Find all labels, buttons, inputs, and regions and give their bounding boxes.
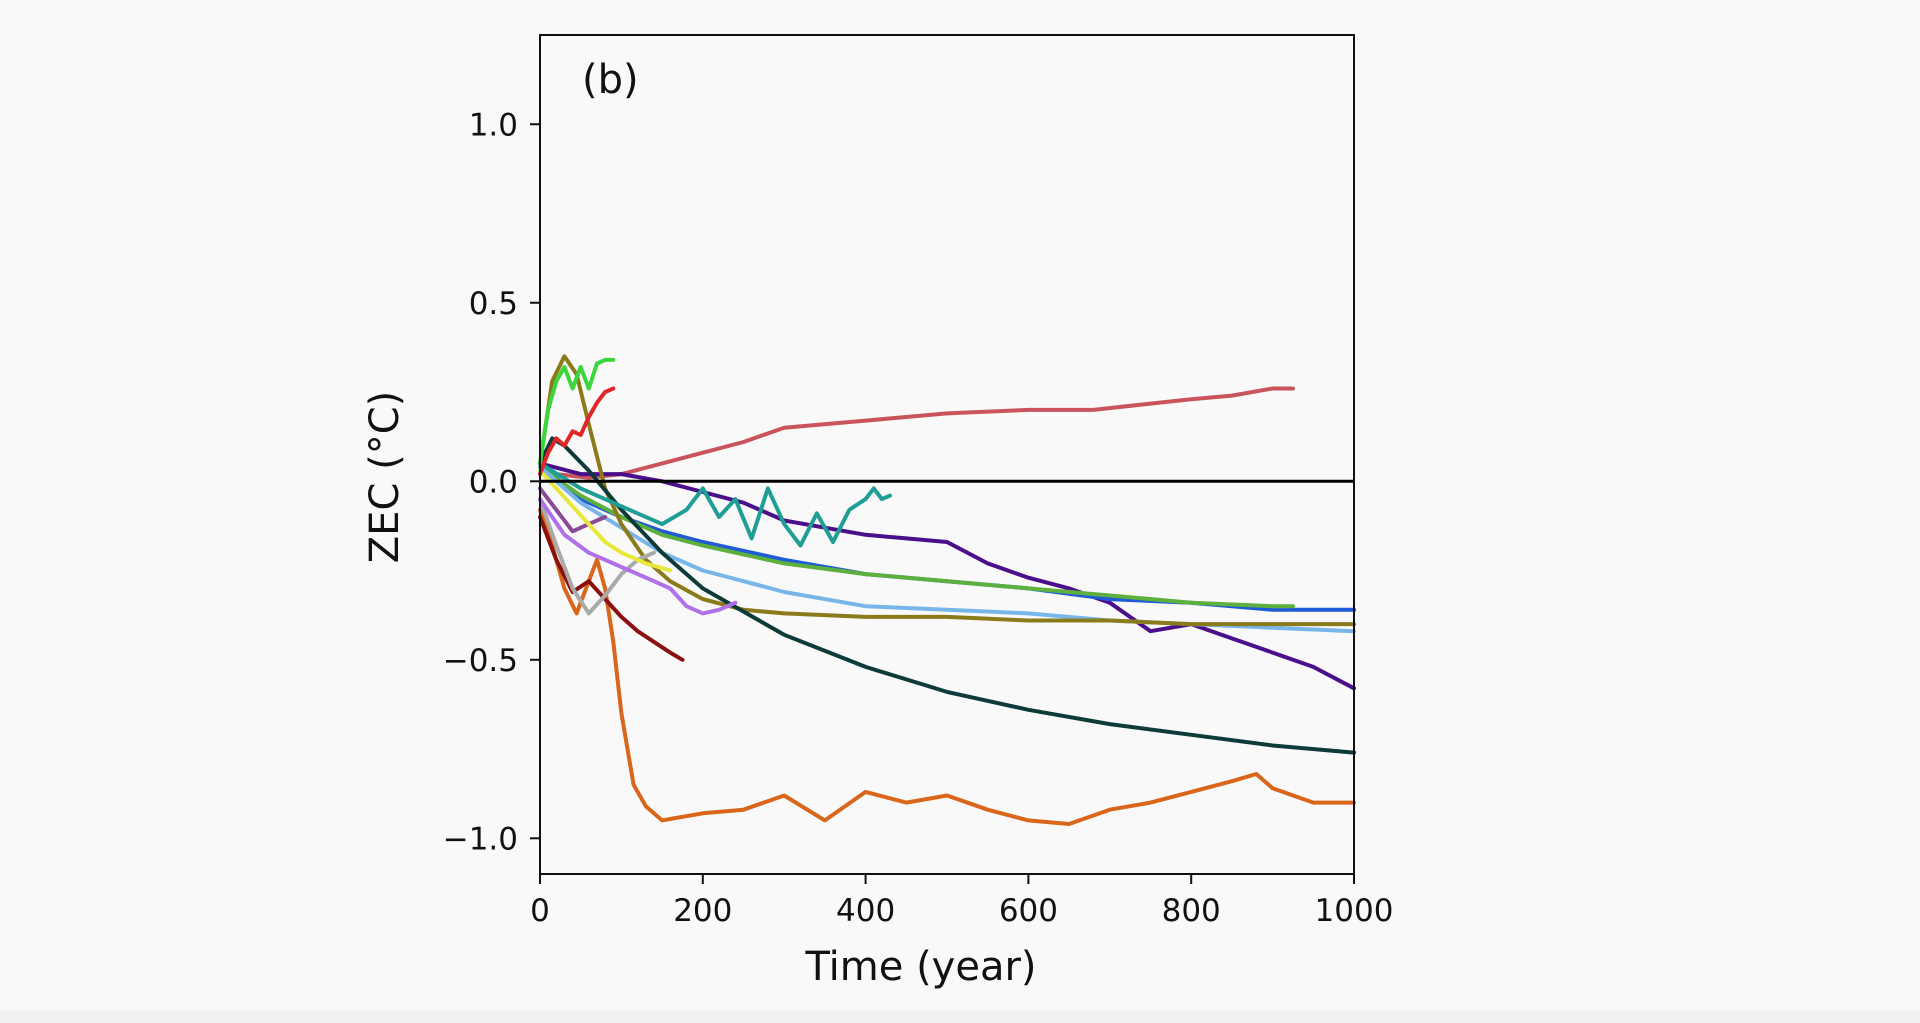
x-tick-label: 600 — [999, 893, 1058, 929]
y-tick-label: 1.0 — [469, 107, 518, 143]
series-line-4 — [538, 465, 1295, 609]
plot-frame — [539, 34, 1355, 875]
series-layer — [538, 354, 1356, 826]
x-axis-title: Time (year) — [804, 944, 1036, 990]
series-line-14 — [538, 468, 673, 573]
x-tick-label: 1000 — [1315, 893, 1394, 929]
series-line-15 — [538, 357, 616, 466]
x-tick-label: 400 — [836, 893, 895, 929]
series-line-9 — [538, 507, 1356, 826]
y-tick-label: −1.0 — [443, 821, 518, 857]
y-tick-label: −0.5 — [443, 643, 518, 679]
y-tick-label: 0.0 — [469, 464, 518, 500]
series-line-8 — [538, 461, 892, 548]
series-line-2 — [538, 461, 1356, 691]
series-line-13 — [538, 486, 608, 534]
series-line-1 — [538, 386, 1295, 480]
series-line-16 — [538, 386, 616, 477]
x-tick-label: 800 — [1162, 893, 1221, 929]
bottom-strip — [0, 1010, 1920, 1023]
x-axis-ticks: 0 200 400 600 800 1000 — [530, 874, 1393, 929]
series-line-12 — [538, 497, 738, 616]
y-axis-ticks: 1.0 0.5 0.0 −0.5 −1.0 — [443, 107, 540, 857]
x-tick-label: 0 — [530, 893, 550, 929]
series-line-11 — [538, 497, 656, 616]
x-tick-label: 200 — [673, 893, 732, 929]
series-line-10 — [538, 515, 685, 662]
y-tick-label: 0.5 — [469, 286, 518, 322]
series-line-7 — [538, 436, 1356, 755]
y-axis-title: ZEC (°C) — [362, 391, 408, 563]
panel-label: (b) — [582, 57, 639, 103]
